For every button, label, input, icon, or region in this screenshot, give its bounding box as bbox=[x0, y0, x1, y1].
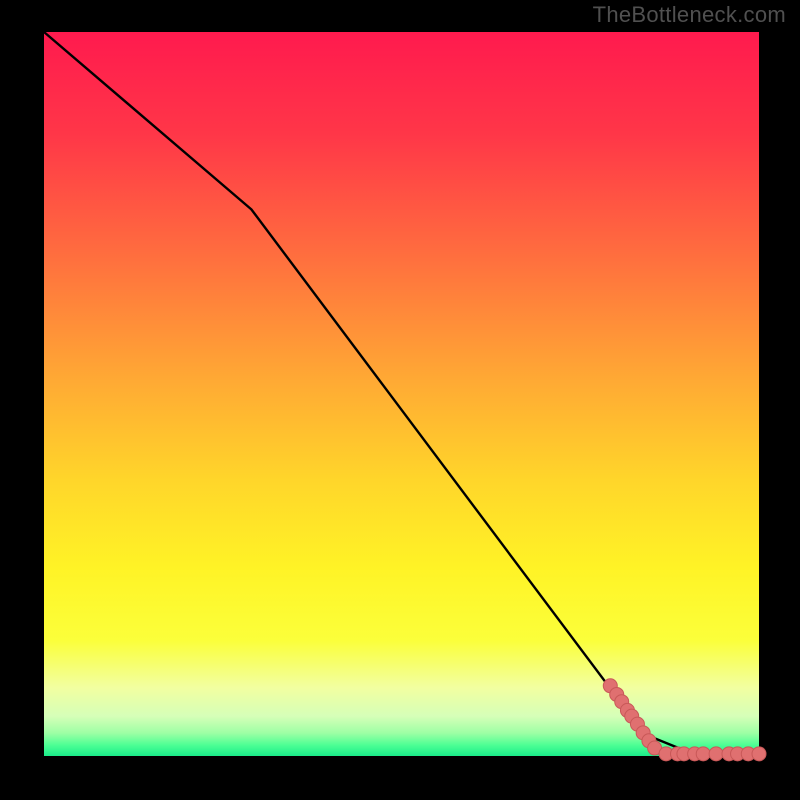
data-marker bbox=[696, 747, 710, 761]
attribution-text: TheBottleneck.com bbox=[593, 2, 786, 28]
data-marker bbox=[709, 747, 723, 761]
chart-container: TheBottleneck.com bbox=[0, 0, 800, 800]
chart-background bbox=[44, 32, 759, 756]
bottleneck-chart bbox=[0, 0, 800, 800]
data-marker bbox=[752, 747, 766, 761]
